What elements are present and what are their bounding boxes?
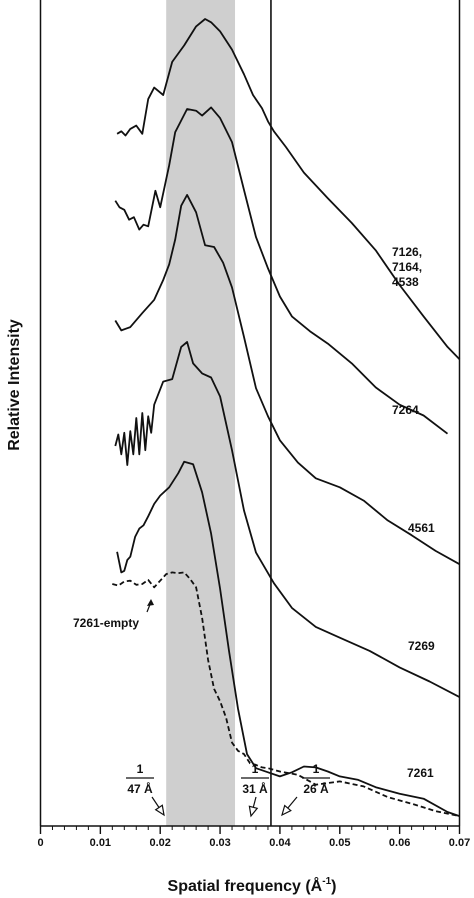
x-tick-label: 0.07 — [449, 837, 470, 849]
x-axis-title-main: Spatial frequency (Å — [168, 876, 323, 895]
x-tick-label: 0.03 — [209, 837, 230, 849]
series-layer — [112, 18, 461, 817]
annotation-denominator: 26 Å — [303, 781, 329, 796]
x-axis-ticks: 0 0.01 0.02 0.03 0.04 0.05 0.06 0.07 — [37, 826, 470, 849]
series-line-7261 — [116, 460, 460, 817]
x-tick-label: 0.01 — [90, 837, 111, 849]
x-axis-title: Spatial frequency (Å-1) — [168, 876, 337, 895]
annotation-arrowhead — [248, 805, 259, 818]
series-line-7269 — [114, 341, 460, 698]
series-label: 4561 — [408, 521, 435, 535]
series-line-7126-7164-4538 — [116, 18, 461, 360]
shaded-band-layer — [166, 0, 236, 826]
annotation-arrow-shaft — [252, 796, 257, 808]
plot-frame — [39, 0, 461, 827]
annotation-numerator: 1 — [313, 762, 320, 776]
x-axis-title-close: ) — [331, 878, 336, 895]
shaded-band — [166, 0, 236, 826]
annotation-arrowhead — [281, 804, 292, 817]
series-line-7264 — [114, 106, 449, 435]
series-label-layer: 7126, 7164, 4538 7264 4561 7269 7261 7261-empty — [73, 245, 435, 780]
annotation-arrowhead — [154, 804, 165, 817]
series-line-4561 — [114, 193, 460, 565]
annotation-arrow-shaft — [151, 796, 160, 808]
y-axis-title: Relative Intensity — [6, 319, 23, 451]
annotation-layer: 1 47 Å 1 31 Å 1 26 Å — [126, 762, 330, 818]
annotation-numerator: 1 — [137, 762, 144, 776]
series-label: 7264 — [392, 403, 419, 417]
empty-label-arrowhead — [147, 599, 154, 606]
x-tick-label: 0 — [37, 837, 43, 849]
x-tick-label: 0.02 — [150, 837, 171, 849]
x-tick-label: 0.06 — [389, 837, 410, 849]
annotation-denominator: 47 Å — [127, 781, 153, 796]
series-label: 7261 — [407, 766, 434, 780]
annotation-numerator: 1 — [252, 762, 259, 776]
x-tick-label: 0.04 — [269, 837, 291, 849]
x-axis-title-exponent: -1 — [322, 876, 331, 887]
axis-titles: Spatial frequency (Å-1) Relative Intensi… — [6, 319, 336, 895]
series-label: 7269 — [408, 639, 435, 653]
annotation-arrow-shaft — [287, 796, 298, 809]
annotation-denominator: 31 Å — [242, 781, 268, 796]
x-tick-label: 0.05 — [329, 837, 350, 849]
series-label: 7261-empty — [73, 616, 139, 630]
series-label: 7126, 7164, 4538 — [392, 245, 422, 289]
